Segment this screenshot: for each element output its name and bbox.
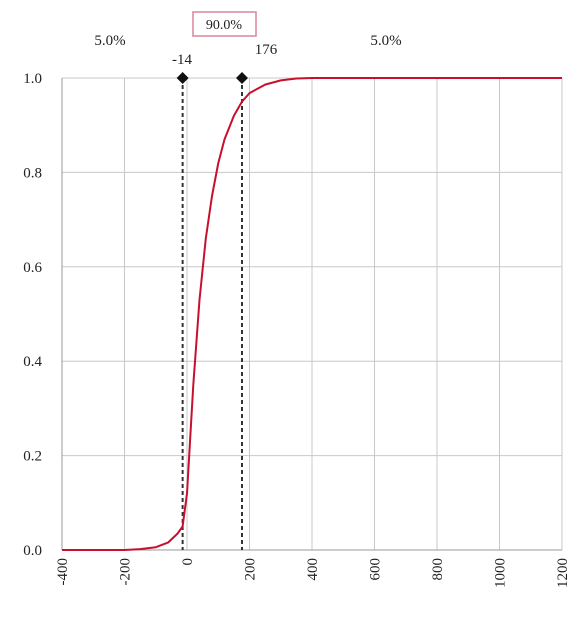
x-tick-label: -400 (55, 558, 71, 586)
x-tick-label: 1200 (555, 558, 571, 588)
x-tick-labels: -400 -200 0 200 400 600 800 1000 1200 (55, 558, 571, 588)
y-tick-labels: 0.0 0.2 0.4 0.6 0.8 1.0 (23, 71, 42, 559)
marker-lines (176, 72, 248, 550)
middle-label-box (192, 11, 257, 37)
axes (61, 78, 562, 551)
x-tick-label: -200 (118, 558, 134, 586)
x-tick-label: 400 (305, 558, 321, 581)
y-tick-label: 0.8 (23, 165, 42, 181)
marker-diamond (236, 72, 248, 84)
cdf-series-line (62, 77, 562, 551)
y-tick-label: 0.2 (23, 449, 42, 465)
x-tick-label: 600 (368, 558, 384, 581)
x-tick-label: 1000 (493, 558, 509, 588)
x-tick-label: 800 (430, 558, 446, 581)
marker-diamond (176, 72, 189, 84)
lower-marker-label: -14 (172, 52, 192, 68)
x-tick-label: 200 (243, 558, 259, 581)
y-tick-label: 1.0 (23, 71, 42, 87)
y-tick-label: 0.6 (23, 260, 42, 276)
y-tick-label: 0.0 (23, 543, 42, 559)
right-tail-label: 5.0% (370, 33, 401, 49)
x-tick-label: 0 (180, 558, 196, 566)
marker-labels: -14 176 (172, 42, 278, 68)
region-labels: 5.0% 90.0% 5.0% (94, 11, 402, 49)
left-tail-label: 5.0% (94, 33, 125, 49)
grid (61, 77, 563, 551)
upper-marker-label: 176 (255, 42, 278, 58)
y-tick-label: 0.4 (23, 354, 42, 370)
middle-label: 90.0% (206, 18, 243, 33)
cdf-curve (62, 77, 562, 551)
